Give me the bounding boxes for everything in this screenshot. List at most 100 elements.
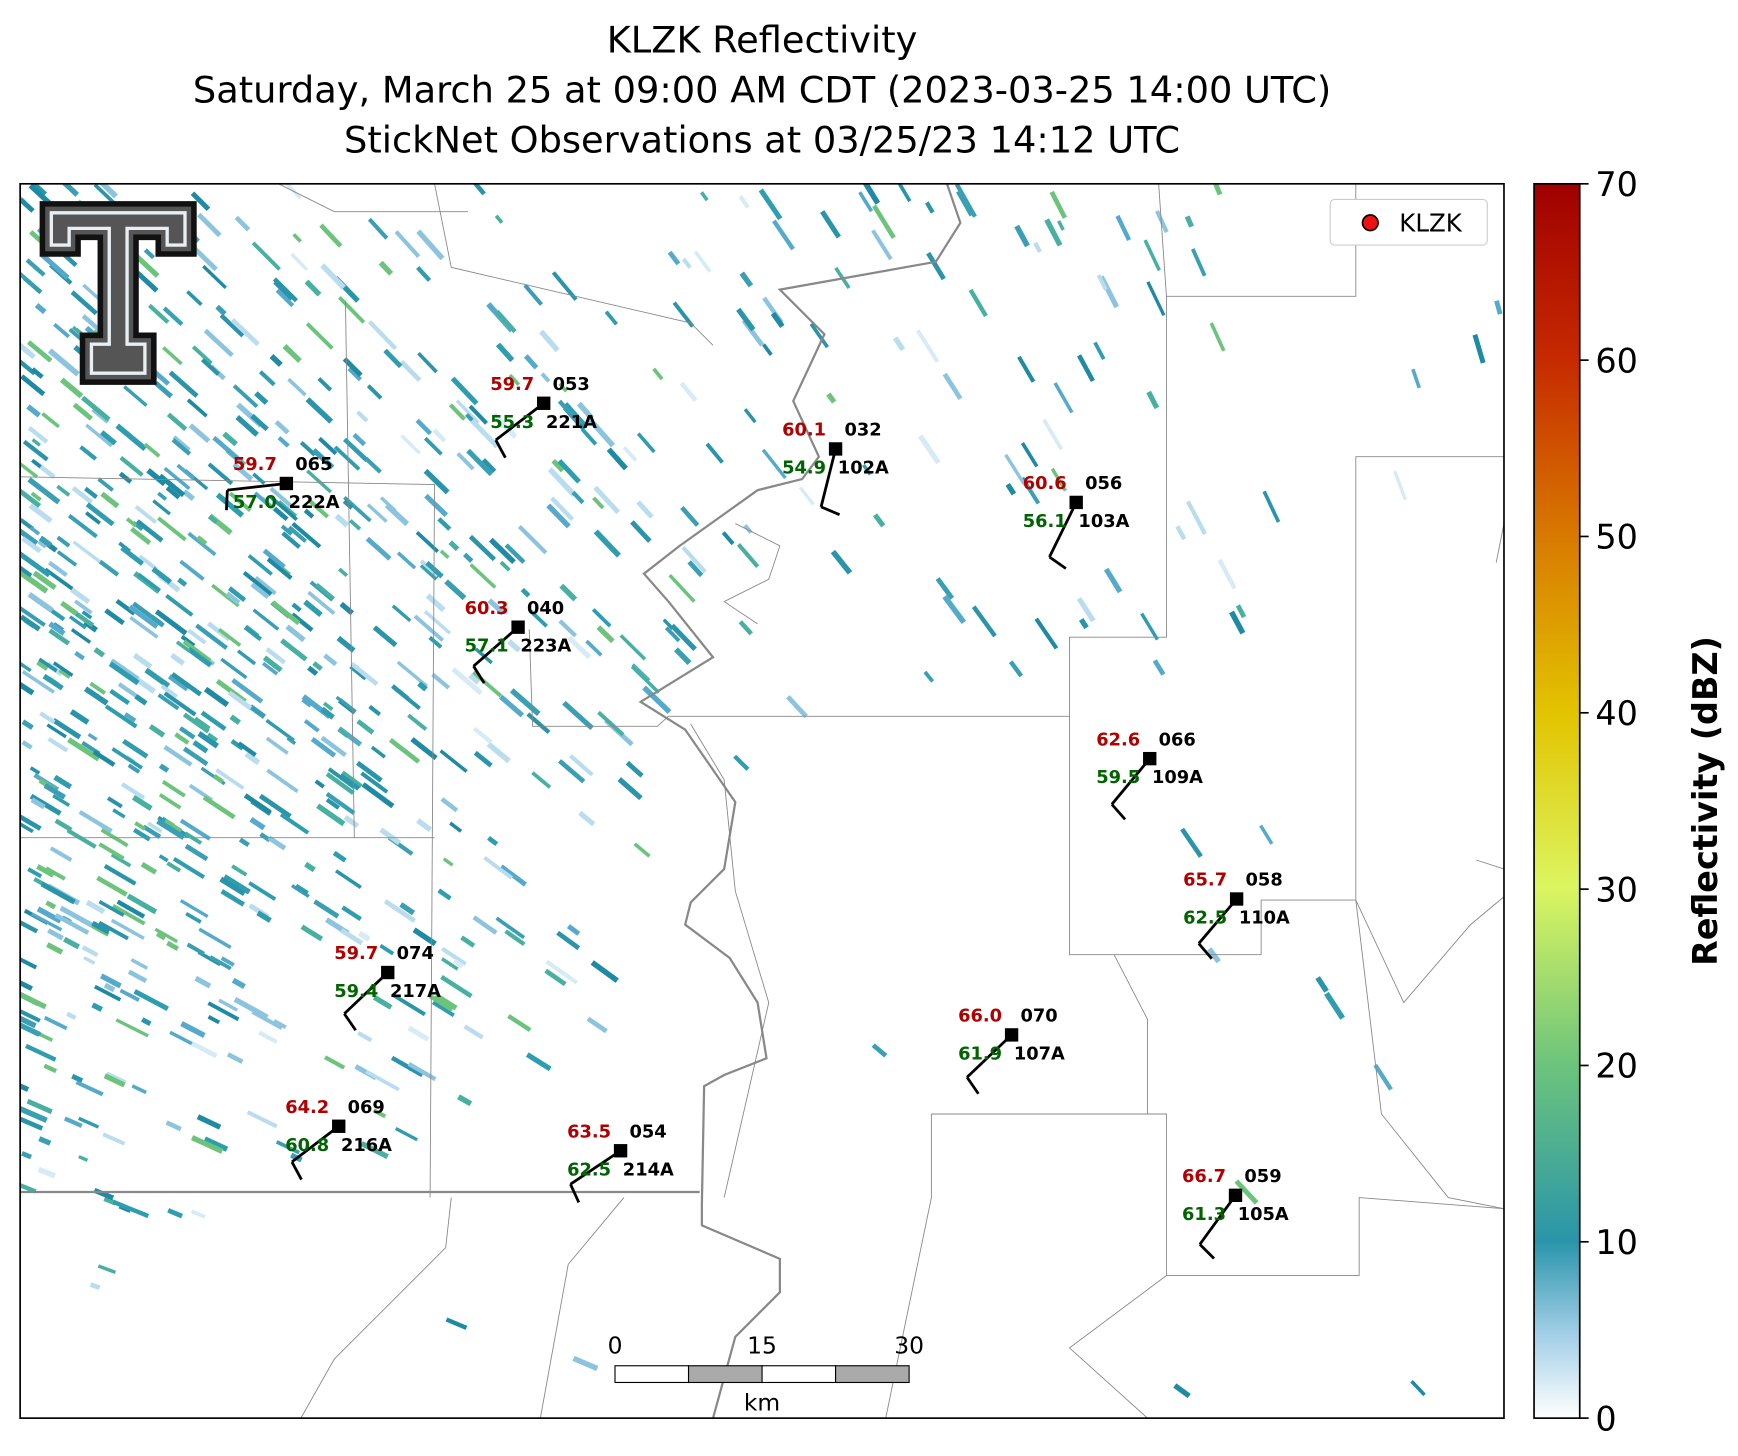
- radar-echo: [591, 608, 612, 628]
- radar-echo: [1044, 218, 1063, 247]
- radar-echo: [437, 517, 452, 531]
- radar-echo: [218, 998, 238, 1012]
- radar-echo: [424, 493, 449, 518]
- radar-echo: [391, 684, 410, 701]
- radar-echo: [258, 1030, 278, 1044]
- radar-echo: [1262, 490, 1281, 523]
- radar-echo: [133, 989, 169, 1012]
- radar-echo: [190, 1135, 224, 1154]
- radar-echo: [46, 723, 67, 739]
- radar-echo: [918, 434, 941, 465]
- radar-echo: [265, 736, 289, 755]
- title-line: StickNet Observations at 03/25/23 14:12 …: [344, 119, 1180, 162]
- radar-echo: [103, 982, 116, 993]
- radar-echo: [580, 428, 598, 446]
- radar-echo: [111, 747, 143, 770]
- radar-echo: [148, 303, 170, 324]
- radar-echo: [20, 980, 33, 991]
- radar-echo: [809, 322, 829, 349]
- radar-echo: [830, 549, 853, 575]
- radar-echo: [1004, 453, 1026, 486]
- radar-echo: [112, 1199, 150, 1219]
- colorbar-tick-label: 30: [1595, 870, 1638, 909]
- radar-echo: [1057, 220, 1065, 231]
- radar-echo: [235, 414, 259, 437]
- radar-echo: [102, 1132, 126, 1146]
- radar-echo: [78, 810, 113, 834]
- radar-echo: [383, 899, 416, 923]
- radar-echo: [120, 545, 145, 566]
- radar-echo: [343, 815, 360, 829]
- radar-echo: [736, 307, 756, 332]
- radar-echo: [705, 442, 724, 464]
- wind-barb: [227, 482, 287, 492]
- radar-echo: [826, 392, 837, 404]
- radar-echo: [305, 397, 334, 424]
- radar-echo: [127, 763, 141, 774]
- station-id: 223A: [520, 636, 571, 657]
- radar-echo: [256, 910, 272, 923]
- radar-echo: [668, 574, 696, 603]
- station-id: 217A: [390, 981, 441, 1002]
- radar-echo: [872, 204, 896, 239]
- radar-echo: [399, 902, 416, 916]
- radar-echo: [39, 711, 56, 725]
- radar-echo: [343, 495, 372, 523]
- radar-echo: [415, 418, 433, 436]
- radar-echo: [449, 821, 463, 833]
- radar-echo: [40, 881, 76, 905]
- radar-echo: [71, 1073, 84, 1083]
- radar-echo: [413, 614, 445, 642]
- radar-echo: [349, 519, 362, 531]
- county-line: [528, 456, 1504, 956]
- radar-echo: [1033, 241, 1042, 253]
- radar-echo: [279, 812, 310, 835]
- radar-echo: [495, 309, 517, 334]
- radar-echo: [119, 988, 140, 1002]
- radar-echo: [483, 856, 513, 880]
- radar-echo: [379, 496, 397, 513]
- county-line: [278, 183, 468, 213]
- radar-echo: [20, 488, 42, 508]
- radar-echo: [358, 930, 371, 942]
- radar-echo: [504, 543, 526, 564]
- radar-echo: [20, 374, 46, 397]
- radar-echo: [110, 918, 145, 940]
- radar-echo: [120, 782, 146, 800]
- radar-echo: [267, 835, 287, 851]
- radar-echo: [194, 975, 212, 989]
- barb-tick: [225, 490, 229, 511]
- radar-echo: [234, 215, 251, 232]
- radar-echo: [617, 777, 643, 801]
- state-border: [638, 183, 962, 1419]
- radar-echo: [32, 570, 57, 591]
- radar-echo: [1140, 612, 1159, 641]
- radar-echo: [488, 537, 516, 565]
- radar-echo: [170, 672, 202, 697]
- scale-seg: [761, 1365, 837, 1384]
- radar-echo: [20, 1015, 37, 1029]
- radar-echo: [325, 797, 340, 810]
- station-marker: [1004, 1028, 1019, 1042]
- wind-barb: [569, 1149, 622, 1186]
- radar-echo: [680, 506, 700, 527]
- radar-echo: [191, 345, 213, 365]
- radar-echo: [258, 793, 292, 819]
- radar-echo: [248, 881, 277, 901]
- radar-echo: [378, 260, 394, 276]
- radar-echo: [265, 718, 295, 742]
- radar-echo: [450, 376, 479, 406]
- radar-echo: [116, 899, 146, 919]
- radar-echo: [179, 899, 209, 919]
- scale-bar: km 0 15 30: [608, 1332, 924, 1417]
- temperature: 60.1: [782, 420, 826, 441]
- radar-echo: [287, 525, 308, 543]
- radar-echo: [320, 706, 335, 720]
- radar-echo: [526, 712, 551, 734]
- scale-seg: [835, 1365, 910, 1384]
- radar-echo: [400, 434, 421, 455]
- radar-echo: [45, 866, 66, 881]
- dewpoint: 56.1: [1023, 511, 1067, 532]
- radar-echo: [1494, 300, 1503, 315]
